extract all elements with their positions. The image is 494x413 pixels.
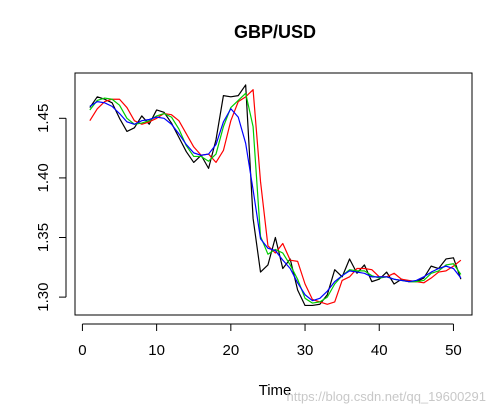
watermark: https://blog.csdn.net/qq_19600291 — [287, 389, 487, 404]
x-tick-label: 50 — [445, 342, 462, 359]
x-tick-label: 10 — [148, 342, 165, 359]
y-tick-label: 1.35 — [35, 223, 52, 252]
x-tick-label: 30 — [297, 342, 314, 359]
x-axis: 0 10 20 30 40 50 — [78, 323, 462, 359]
y-tick-label: 1.30 — [35, 283, 52, 312]
plot-frame — [74, 72, 473, 316]
series-line-4 — [89, 101, 462, 302]
x-tick-label: 20 — [222, 342, 239, 359]
series-line-3 — [89, 92, 462, 304]
chart-title: GBP/USD — [234, 22, 316, 42]
y-tick-label: 1.45 — [35, 104, 52, 133]
series-line-2 — [89, 89, 462, 305]
series-layer — [89, 84, 462, 307]
x-tick-label: 0 — [78, 342, 86, 359]
x-tick-label: 40 — [371, 342, 388, 359]
y-tick-label: 1.40 — [35, 163, 52, 192]
y-axis: 1.30 1.35 1.40 1.45 — [35, 104, 67, 312]
series-line-1 — [89, 84, 462, 307]
x-axis-label: Time — [259, 382, 292, 399]
